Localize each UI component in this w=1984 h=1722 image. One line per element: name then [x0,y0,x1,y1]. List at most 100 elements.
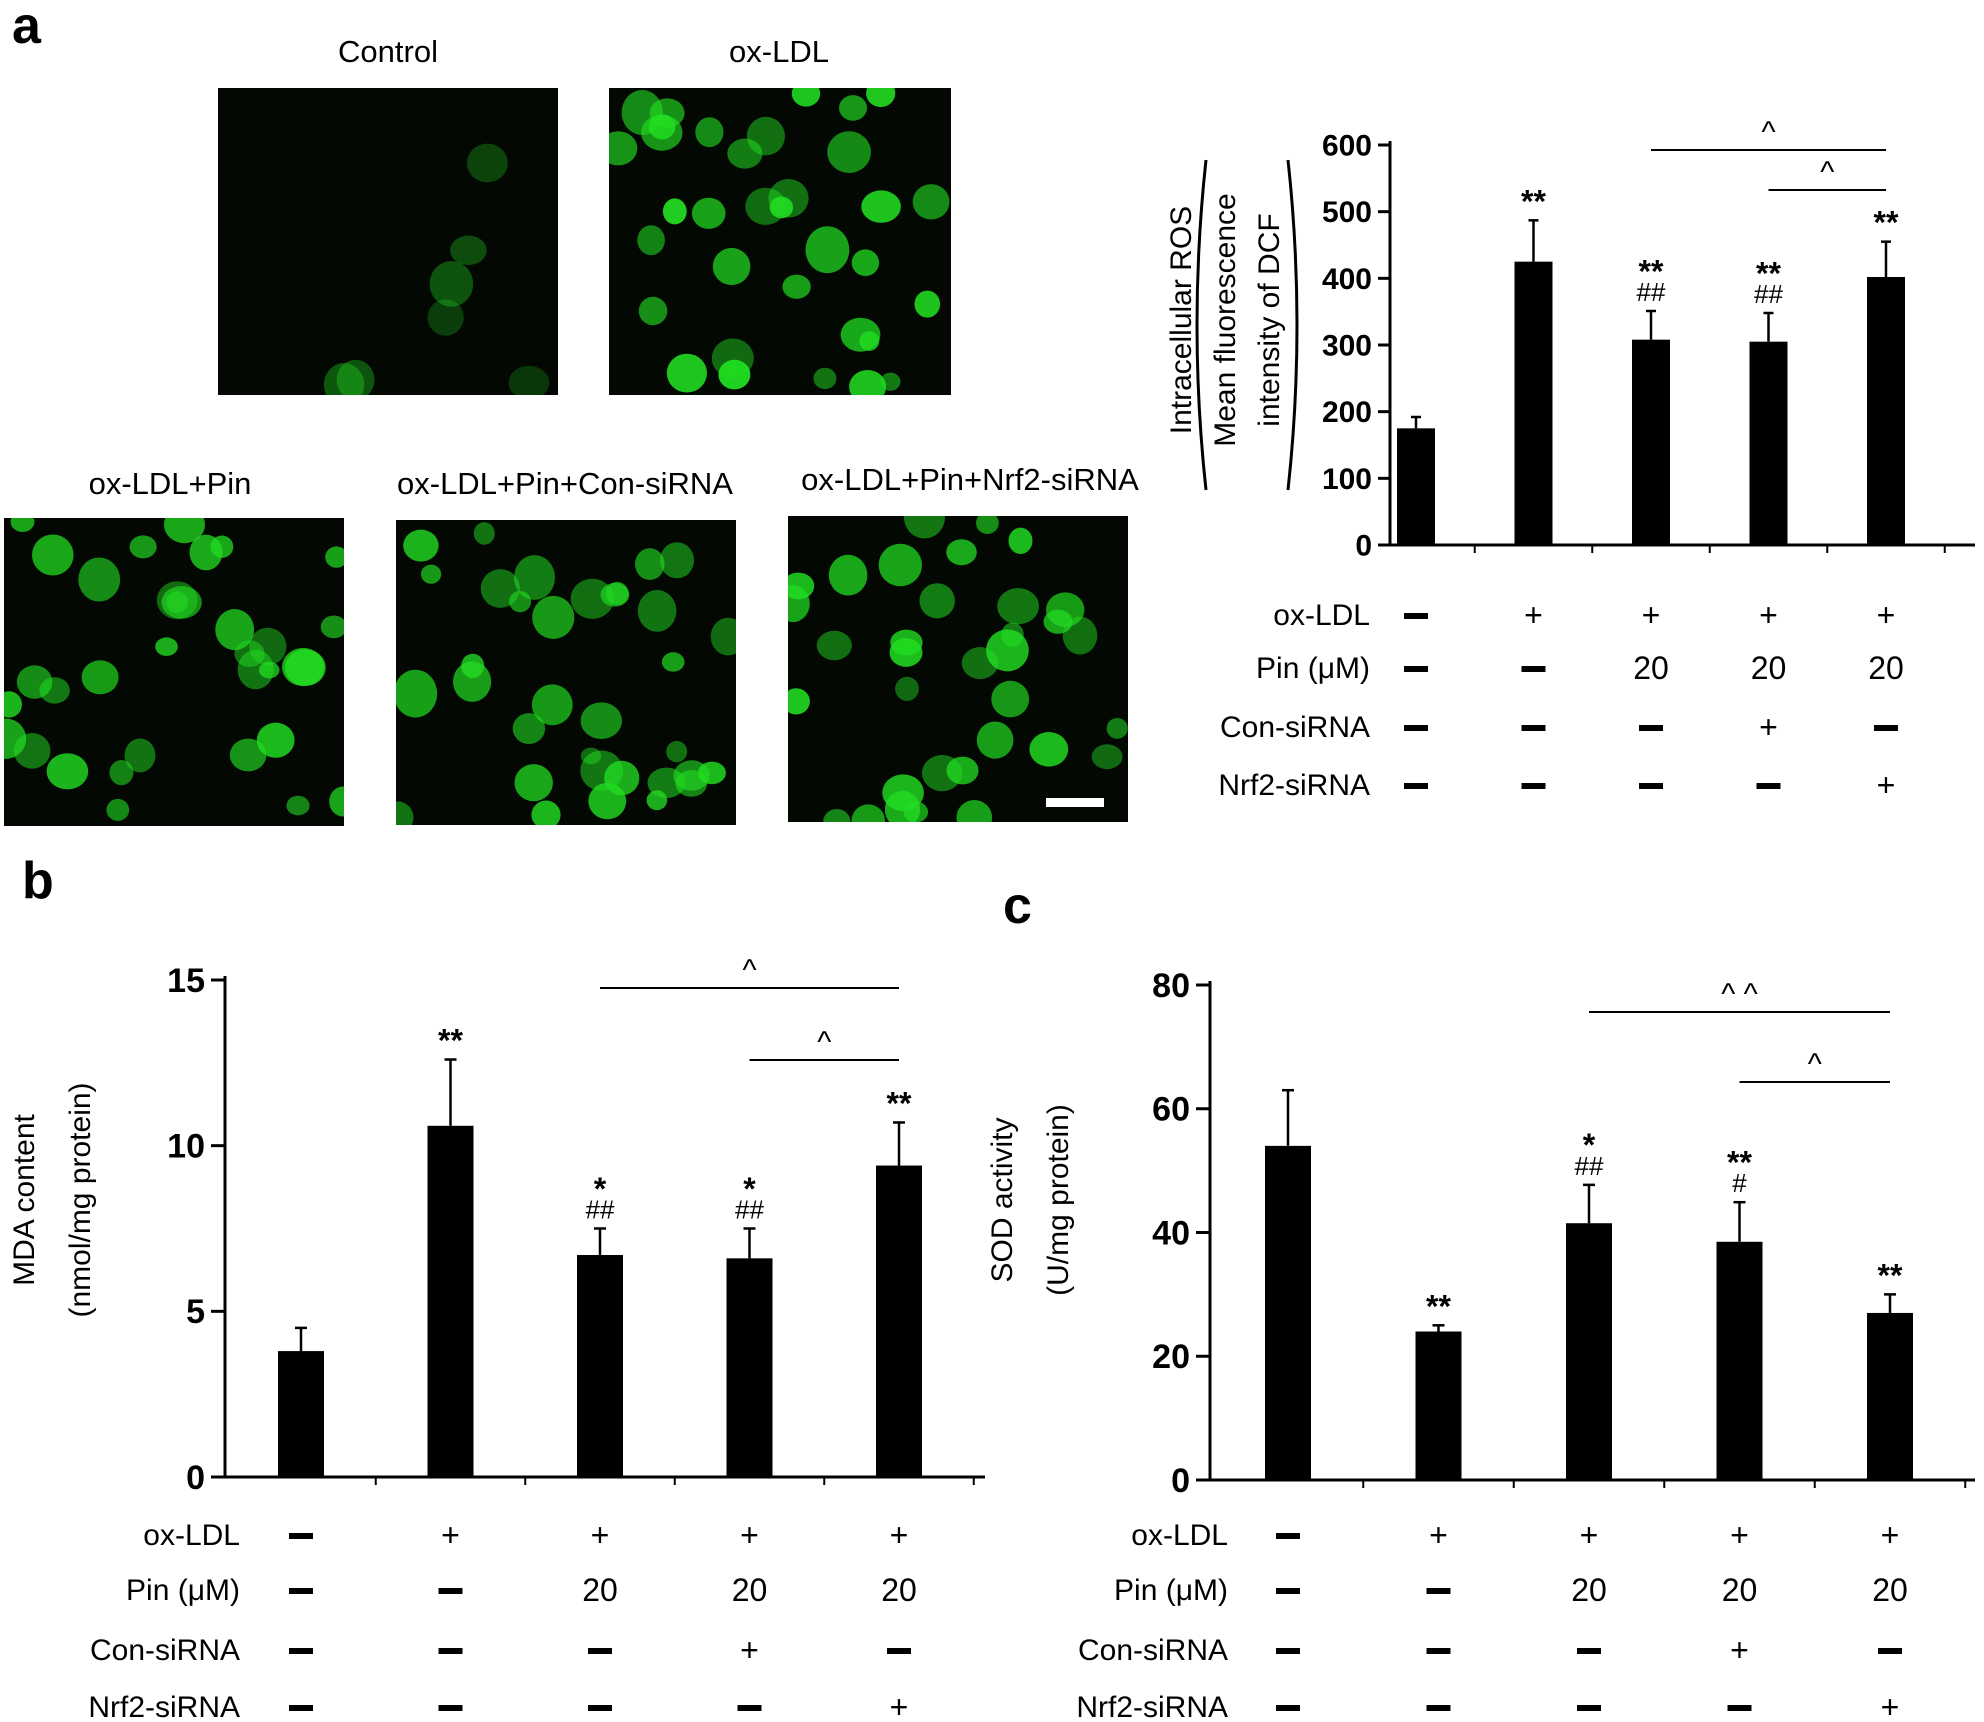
y-axis-label-line: (nmol/mg protein) [64,1082,97,1317]
y-axis-label-line: (U/mg protein) [1042,1104,1075,1296]
bracket-label: ^ [742,954,756,987]
cell [718,359,751,390]
cell [823,809,851,822]
cell [46,753,89,790]
minus-mark [1639,725,1663,731]
plus-mark: + [1759,597,1778,633]
cell [976,721,1014,759]
star-mark: ** [887,1085,912,1121]
hash-mark: ## [1754,279,1783,309]
micrograph-control-cells [323,143,550,395]
cell [691,197,726,229]
bracket-label: ^ [1820,156,1834,189]
cell [666,353,707,393]
cell [695,117,724,148]
plus-mark: + [1759,709,1778,745]
y-tick-label: 500 [1322,196,1372,229]
micrograph-ox-ldl [609,88,951,395]
plus-mark: + [890,1689,909,1722]
y-tick-label: 80 [1152,967,1190,1005]
minus-mark [1404,783,1428,789]
star-mark: ** [1639,253,1664,289]
image-title-control: Control [338,34,438,69]
cell [827,131,871,173]
plus-mark: + [1881,1689,1900,1722]
plus-mark: + [740,1632,759,1668]
cell [336,359,375,395]
cell [697,761,726,785]
y-axis-label-line: SOD activity [986,1117,1019,1282]
hash-mark: ## [586,1195,615,1225]
cell [1062,616,1098,655]
plus-mark: + [441,1517,460,1553]
cell [258,661,280,679]
cell [109,760,134,786]
cell [859,331,880,351]
dose-value: 20 [1571,1572,1607,1608]
minus-mark [1521,666,1546,672]
minus-mark [1521,725,1546,731]
cell [329,786,344,817]
cell [662,198,687,225]
minus-mark [438,1705,463,1711]
cell [904,516,945,539]
plus-mark: + [1524,597,1543,633]
cell [727,138,763,169]
treatment-row-label: ox-LDL [143,1519,240,1552]
minus-mark [887,1648,911,1654]
cell [946,539,977,566]
cell [249,627,287,666]
cell [514,764,553,802]
micrograph-ox-ldl-pin-nrf2-sirna-cells [788,516,1128,822]
dose-value: 20 [732,1572,768,1608]
cell [450,235,487,265]
cell [710,617,736,656]
cell [531,684,573,726]
image-title-ox-ldl-pin: ox-LDL+Pin [88,466,252,501]
cell [286,795,310,816]
bar [1514,261,1553,545]
y-axis-label-line: Intracellular ROS [1165,206,1198,434]
micrograph-ox-ldl-pin-cells [4,518,344,821]
star-mark: ** [1874,205,1899,241]
bar [876,1165,922,1477]
cell [1008,527,1033,554]
cell [816,630,852,661]
cell [635,548,665,580]
treatment-row-label: Con-siRNA [90,1634,240,1667]
minus-mark [438,1648,463,1654]
cell [508,365,550,395]
minus-mark [1404,666,1428,672]
bar [1632,339,1670,545]
treatment-row-label: ox-LDL [1273,599,1370,632]
cell [1029,732,1069,767]
panel-label-c: c [1003,877,1032,935]
minus-mark [588,1648,612,1654]
plus-mark: + [890,1517,909,1553]
image-title-ox-ldl: ox-LDL [729,34,829,69]
cell [396,801,414,825]
cell [666,740,688,763]
cell [429,261,474,307]
y-tick-label: 0 [1355,530,1372,563]
star-mark: ** [1521,183,1546,219]
cell [512,713,546,745]
y-tick-label: 10 [167,1128,205,1166]
treatment-row-label: Pin (μM) [1114,1574,1228,1607]
cell [1106,718,1128,739]
cell [532,595,575,639]
y-tick-label: 0 [186,1459,205,1497]
cell [81,660,119,695]
cell [124,738,156,773]
dose-value: 20 [1872,1572,1908,1608]
plus-mark: + [1580,1517,1599,1553]
y-tick-label: 40 [1152,1214,1190,1252]
cell [78,557,121,602]
y-tick-label: 15 [167,962,205,1000]
plus-mark: + [591,1517,610,1553]
cell [10,518,35,532]
bracket-label: ^ [1761,116,1775,149]
bracket-label: ^ [817,1026,831,1059]
y-tick-label: 600 [1322,130,1372,163]
